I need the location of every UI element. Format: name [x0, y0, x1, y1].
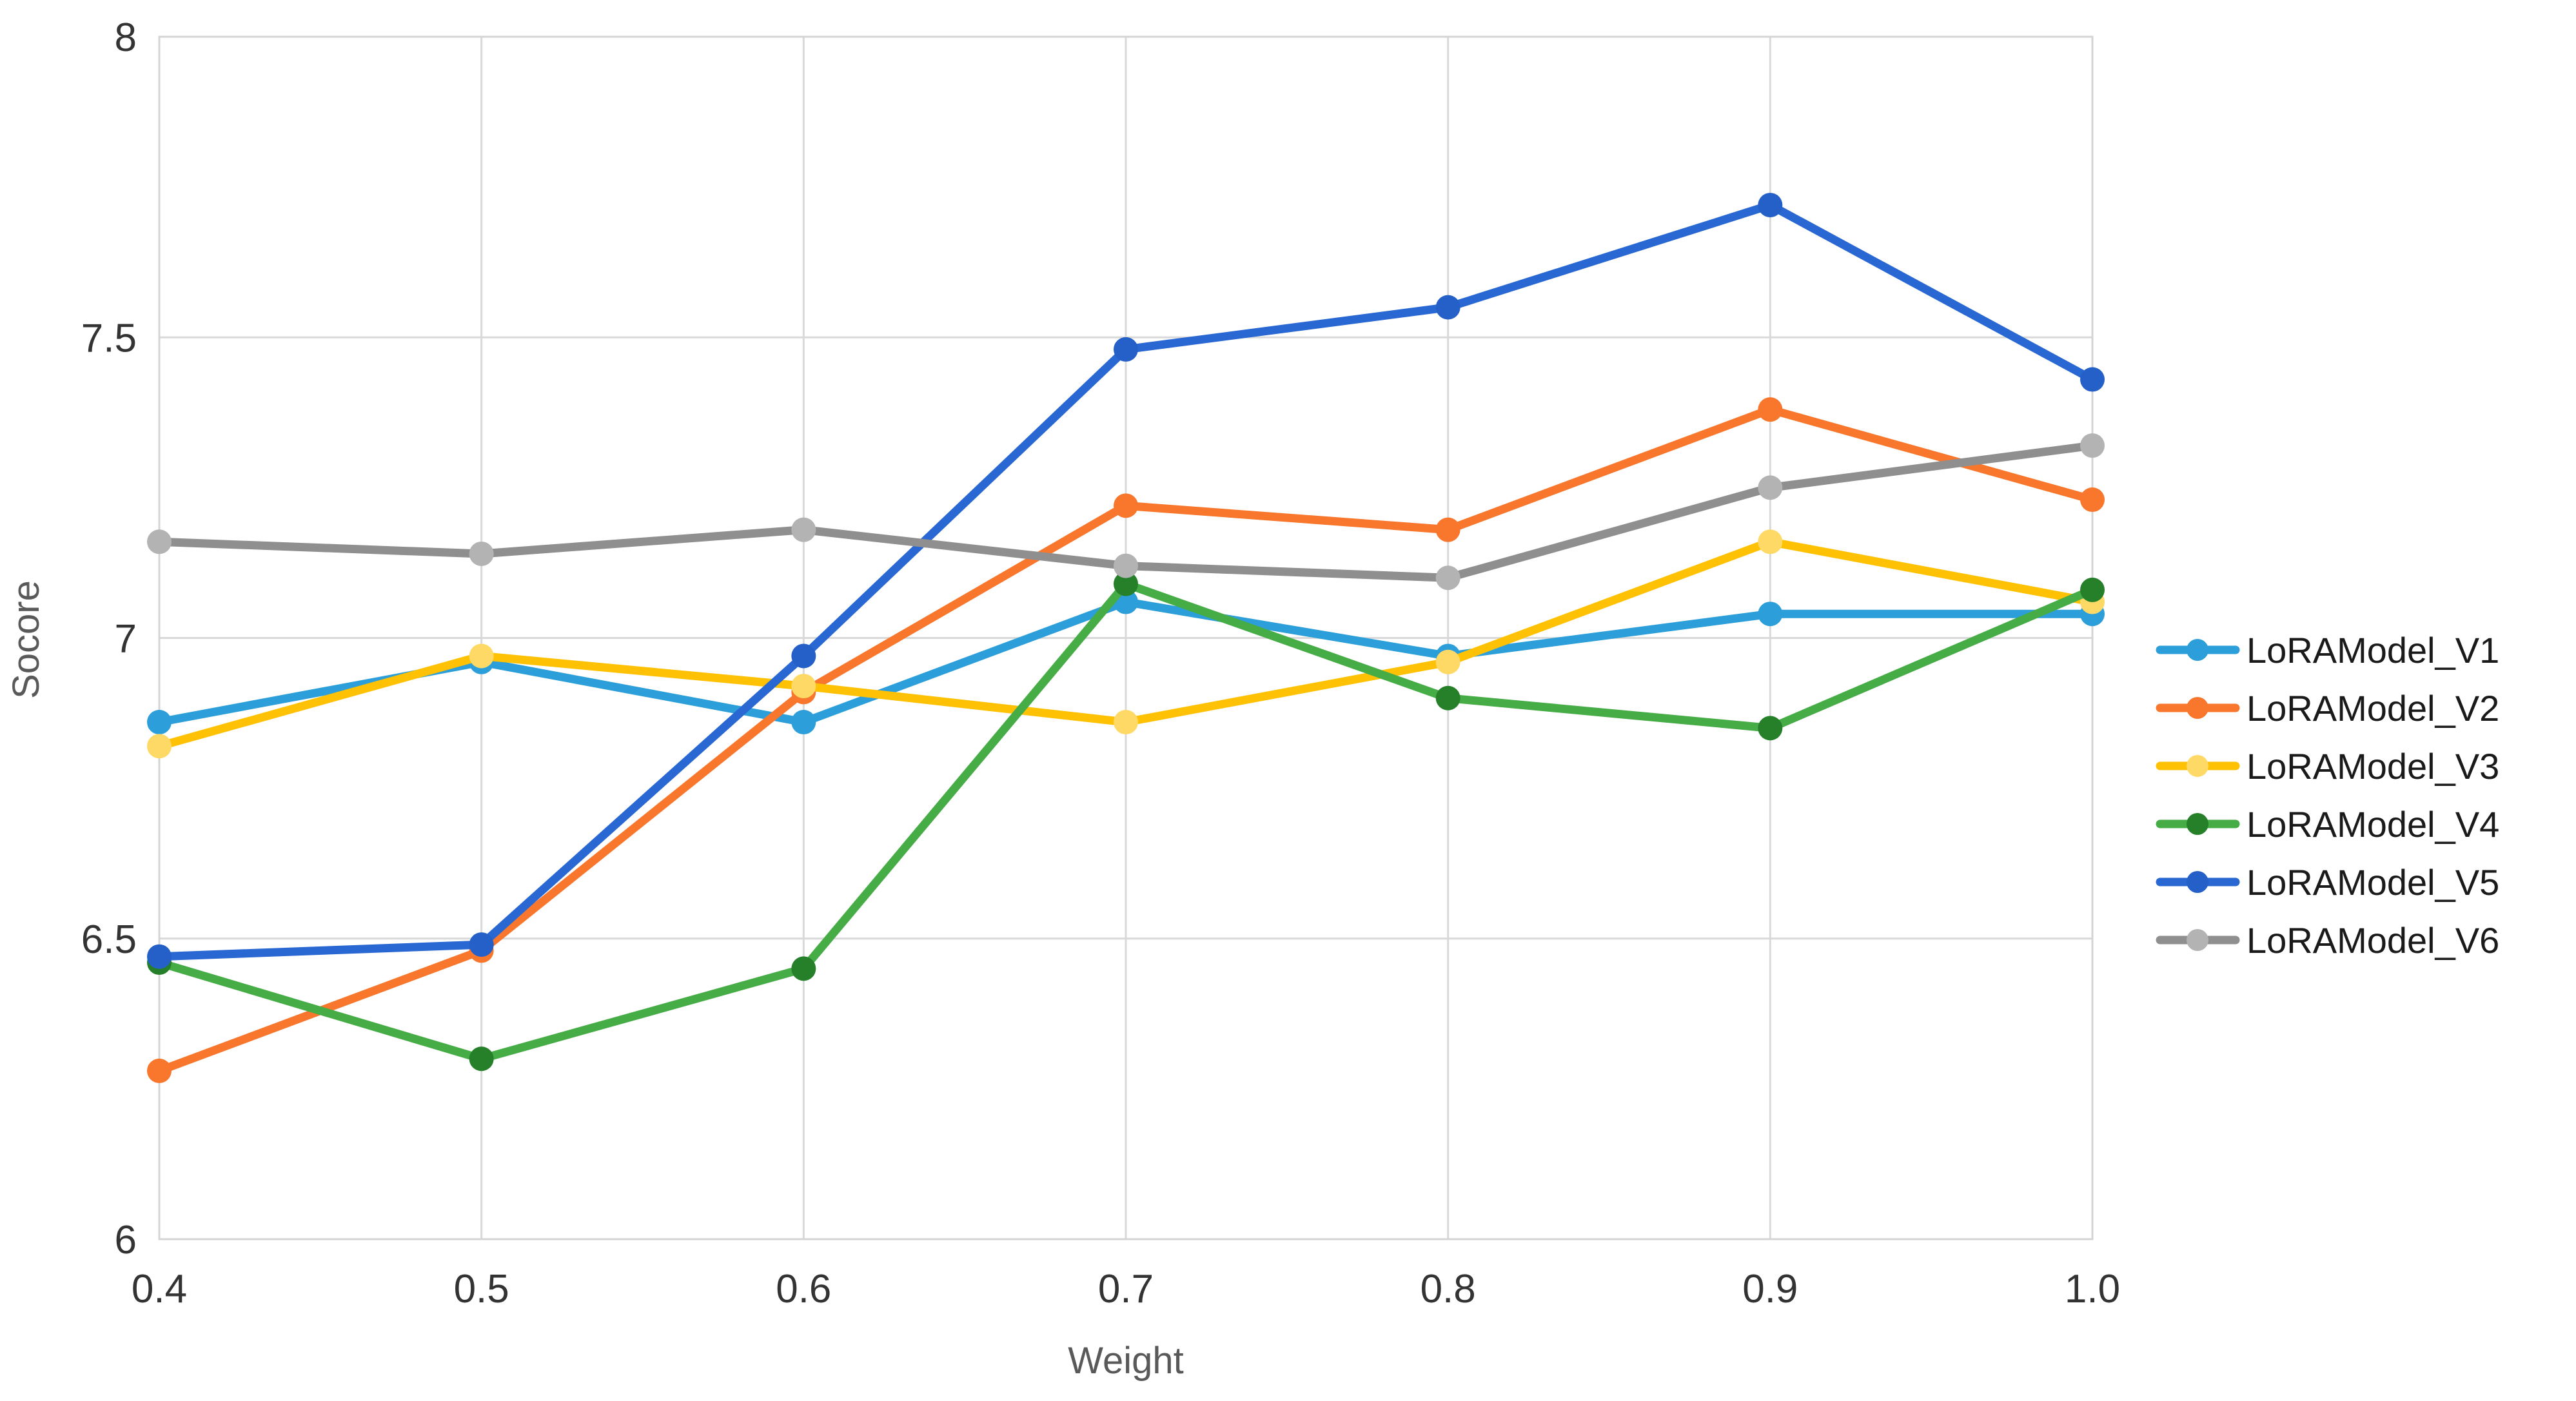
- data-point-marker: [791, 643, 816, 669]
- data-point-marker: [147, 529, 172, 554]
- legend-marker: [2187, 813, 2208, 835]
- legend: LoRAModel_V1 LoRAModel_V2 LoRAModel_V3 LoRA…: [2156, 630, 2499, 961]
- data-point-marker: [469, 1046, 494, 1072]
- x-tick-label: 0.6: [776, 1267, 831, 1311]
- data-point-marker: [1758, 475, 1783, 500]
- data-point-marker: [2080, 487, 2105, 513]
- x-tick-label: 0.5: [454, 1267, 509, 1311]
- legend-marker: [2187, 697, 2208, 719]
- legend-label: LoRAModel_V2: [2247, 688, 2499, 729]
- data-point-marker: [1758, 716, 1783, 741]
- legend-label: LoRAModel_V6: [2247, 920, 2499, 961]
- data-point-marker: [1114, 553, 1138, 578]
- y-tick-label: 7.5: [81, 316, 137, 360]
- data-point-marker: [2080, 433, 2105, 458]
- legend-marker: [2187, 755, 2208, 777]
- y-axis-title: Socore: [5, 580, 47, 699]
- data-point-marker: [1114, 710, 1138, 735]
- data-point-marker: [469, 643, 494, 669]
- data-point-marker: [147, 734, 172, 759]
- x-tick-label: 0.4: [132, 1267, 187, 1311]
- data-point-marker: [1435, 295, 1460, 320]
- data-point-marker: [469, 932, 494, 957]
- data-point-marker: [1758, 602, 1783, 627]
- data-point-marker: [1435, 565, 1460, 591]
- legend-marker: [2187, 929, 2208, 951]
- data-point-marker: [1114, 571, 1138, 596]
- data-point-marker: [1758, 193, 1783, 218]
- data-point-marker: [791, 956, 816, 981]
- data-point-marker: [2080, 367, 2105, 392]
- data-point-marker: [1758, 529, 1783, 554]
- legend-item: LoRAModel_V4: [2156, 804, 2499, 845]
- data-point-marker: [2080, 577, 2105, 602]
- legend-marker: [2187, 639, 2208, 661]
- x-tick-label: 1.0: [2065, 1267, 2120, 1311]
- x-axis-title: Weight: [1068, 1340, 1183, 1382]
- legend-label: LoRAModel_V5: [2247, 862, 2499, 903]
- x-tick-label: 0.8: [1421, 1267, 1476, 1311]
- data-point-marker: [1758, 397, 1783, 422]
- x-tick-label: 0.9: [1742, 1267, 1798, 1311]
- legend-item: LoRAModel_V2: [2156, 688, 2499, 729]
- data-point-marker: [1435, 649, 1460, 674]
- legend-label: LoRAModel_V4: [2247, 804, 2499, 845]
- data-point-marker: [1114, 337, 1138, 362]
- data-point-marker: [147, 944, 172, 969]
- data-point-marker: [147, 1058, 172, 1083]
- data-point-marker: [469, 541, 494, 566]
- data-point-marker: [1435, 685, 1460, 710]
- legend-item: LoRAModel_V6: [2156, 920, 2499, 961]
- y-tick-label: 8: [115, 15, 137, 60]
- legend-item: LoRAModel_V5: [2156, 862, 2499, 903]
- legend-item: LoRAModel_V3: [2156, 746, 2499, 787]
- grid-layer: [158, 35, 2094, 1240]
- y-tick-label: 6.5: [81, 917, 137, 962]
- data-point-marker: [791, 710, 816, 735]
- y-tick-label: 7: [115, 617, 137, 661]
- legend-marker: [2187, 871, 2208, 893]
- plot-border: [158, 35, 2094, 1240]
- data-point-marker: [1435, 517, 1460, 542]
- y-tick-label: 6: [115, 1218, 137, 1262]
- data-point-marker: [791, 674, 816, 699]
- data-point-marker: [791, 517, 816, 542]
- series-layer: [147, 193, 2105, 1083]
- data-point-marker: [1114, 493, 1138, 518]
- data-point-marker: [147, 710, 172, 735]
- legend-label: LoRAModel_V3: [2247, 746, 2499, 787]
- tick-layer: 6 6.5 7 7.5 8 0.4 0.5 0.6 0.7 0.8 0.9 1.0: [81, 15, 2120, 1311]
- legend-label: LoRAModel_V1: [2247, 630, 2499, 671]
- legend-item: LoRAModel_V1: [2156, 630, 2499, 671]
- x-tick-label: 0.7: [1098, 1267, 1154, 1311]
